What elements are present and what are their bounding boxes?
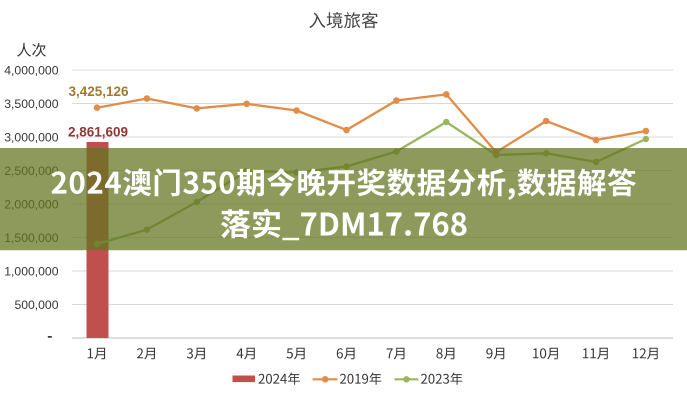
svg-text:1,000,000: 1,000,000 — [4, 265, 58, 279]
svg-text:3,000,000: 3,000,000 — [4, 131, 58, 145]
svg-text:4,000,000: 4,000,000 — [4, 64, 58, 78]
svg-text:3,425,126: 3,425,126 — [68, 84, 129, 99]
svg-text:500,000: 500,000 — [14, 298, 58, 312]
svg-text:2,861,609: 2,861,609 — [68, 124, 128, 139]
svg-text:3,500,000: 3,500,000 — [4, 97, 58, 111]
